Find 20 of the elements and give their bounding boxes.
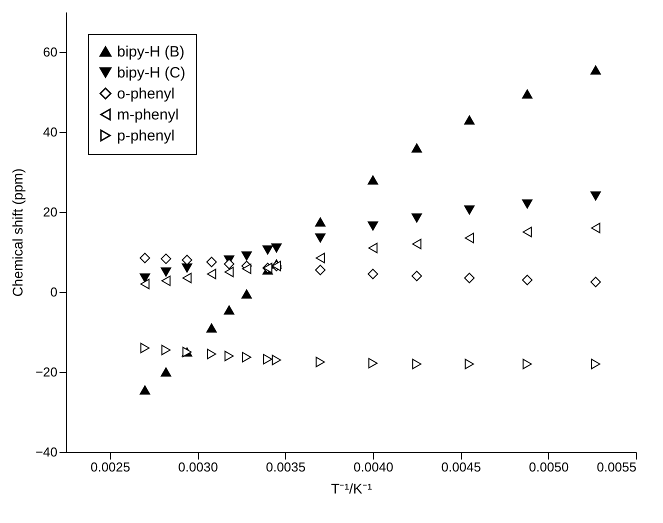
legend-label: bipy-H (B) (117, 44, 185, 60)
y-tick-label: −20 (35, 364, 58, 380)
y-tick-label: 0 (50, 284, 58, 300)
x-tick-label: 0.0030 (178, 460, 218, 474)
y-tick-label: 20 (43, 204, 58, 220)
x-tick-label: 0.0050 (528, 460, 569, 474)
legend-label: p-phenyl (117, 128, 175, 144)
x-axis-title: T⁻¹/K⁻¹ (330, 480, 372, 496)
x-tick-label: 0.0040 (354, 460, 394, 474)
x-tick-label: 0.0045 (441, 460, 481, 474)
legend-label: o-phenyl (117, 86, 175, 102)
legend-label: bipy-H (C) (117, 64, 186, 82)
legend-label: m-phenyl (117, 106, 179, 124)
y-tick-label: 60 (43, 44, 58, 60)
x-tick-label: 0.0035 (266, 460, 306, 474)
y-tick-label: 40 (43, 124, 58, 140)
x-tick-label: 0.0055 (596, 460, 636, 474)
y-tick-label: −40 (35, 444, 58, 460)
y-axis-title: Chemical shift (ppm) (9, 168, 26, 297)
x-tick-label: 0.0025 (90, 460, 130, 474)
